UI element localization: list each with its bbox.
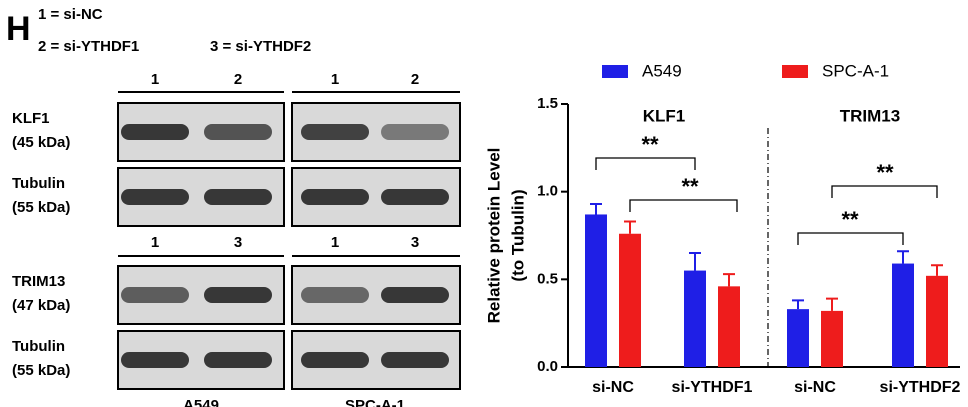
protein-name: KLF1 (12, 110, 50, 127)
significance-bracket (831, 185, 938, 198)
error-bar (826, 297, 838, 311)
error-bar (624, 220, 636, 234)
bar (585, 214, 607, 367)
significance-label: ** (681, 174, 699, 199)
lane-number: 3 (411, 234, 419, 251)
lane-number: 1 (331, 234, 339, 251)
y-tick-label: 0.0 (537, 358, 558, 375)
legend-swatch (602, 65, 628, 78)
legend-swatch (782, 65, 808, 78)
blot-band (204, 352, 272, 368)
key-line: 1 = si-NC (38, 6, 103, 23)
cell-line-label: A549 (183, 397, 219, 407)
blot-band (301, 352, 369, 368)
blot-band (381, 287, 449, 303)
blot-band (204, 287, 272, 303)
y-tick-label: 1.0 (537, 183, 558, 200)
lane-number: 1 (151, 234, 159, 251)
significance-label: ** (841, 207, 859, 232)
key-line: 2 = si-YTHDF1 (38, 38, 139, 55)
bar (926, 275, 948, 367)
error-bar (723, 273, 735, 287)
blot-band (121, 124, 189, 140)
blot-band (121, 189, 189, 205)
bar (787, 309, 809, 367)
protein-size: (55 kDa) (12, 362, 70, 379)
bar (821, 310, 843, 367)
y-tick-label: 1.5 (537, 95, 558, 112)
bar (892, 263, 914, 367)
legend-label: A549 (642, 61, 682, 80)
x-tick-label: si-NC (794, 379, 836, 396)
x-tick-label: si-YTHDF1 (672, 379, 753, 396)
y-tick-label: 0.5 (537, 270, 558, 287)
significance-bracket (797, 232, 904, 245)
protein-size: (47 kDa) (12, 297, 70, 314)
error-bar (590, 202, 602, 215)
significance-label: ** (876, 160, 894, 185)
blot-band (121, 352, 189, 368)
significance-label: ** (641, 132, 659, 157)
group-title: TRIM13 (840, 106, 900, 125)
bar (619, 233, 641, 367)
x-tick-label: si-NC (592, 379, 634, 396)
error-bar (931, 264, 943, 276)
error-bar (792, 299, 804, 310)
protein-name: Tubulin (12, 175, 65, 192)
protein-name: TRIM13 (12, 273, 65, 290)
key-line: 3 = si-YTHDF2 (210, 38, 311, 55)
significance-bracket (629, 199, 738, 212)
legend-label: SPC-A-1 (822, 61, 889, 80)
x-tick-label: si-YTHDF2 (880, 379, 961, 396)
lane-number: 2 (234, 71, 242, 88)
error-bar (897, 250, 909, 264)
group-title: KLF1 (643, 106, 686, 125)
lane-number: 2 (411, 71, 419, 88)
bar (718, 286, 740, 367)
lane-number: 1 (151, 71, 159, 88)
error-bar (689, 252, 701, 271)
protein-size: (45 kDa) (12, 134, 70, 151)
protein-name: Tubulin (12, 338, 65, 355)
blot-band (121, 287, 189, 303)
blot-band (301, 189, 369, 205)
y-axis-label: Relative protein Level (484, 148, 503, 324)
blot-band (381, 189, 449, 205)
panel-label: H (6, 10, 31, 48)
cell-line-label: SPC-A-1 (345, 397, 405, 407)
blot-band (301, 124, 369, 140)
blot-band (381, 124, 449, 140)
significance-bracket (595, 157, 696, 170)
blot-band (204, 124, 272, 140)
y-axis-label: (to Tubulin) (508, 189, 527, 281)
protein-size: (55 kDa) (12, 199, 70, 216)
lane-number: 1 (331, 71, 339, 88)
blot-band (301, 287, 369, 303)
blot-band (381, 352, 449, 368)
bar (684, 270, 706, 367)
lane-number: 3 (234, 234, 242, 251)
blot-band (204, 189, 272, 205)
